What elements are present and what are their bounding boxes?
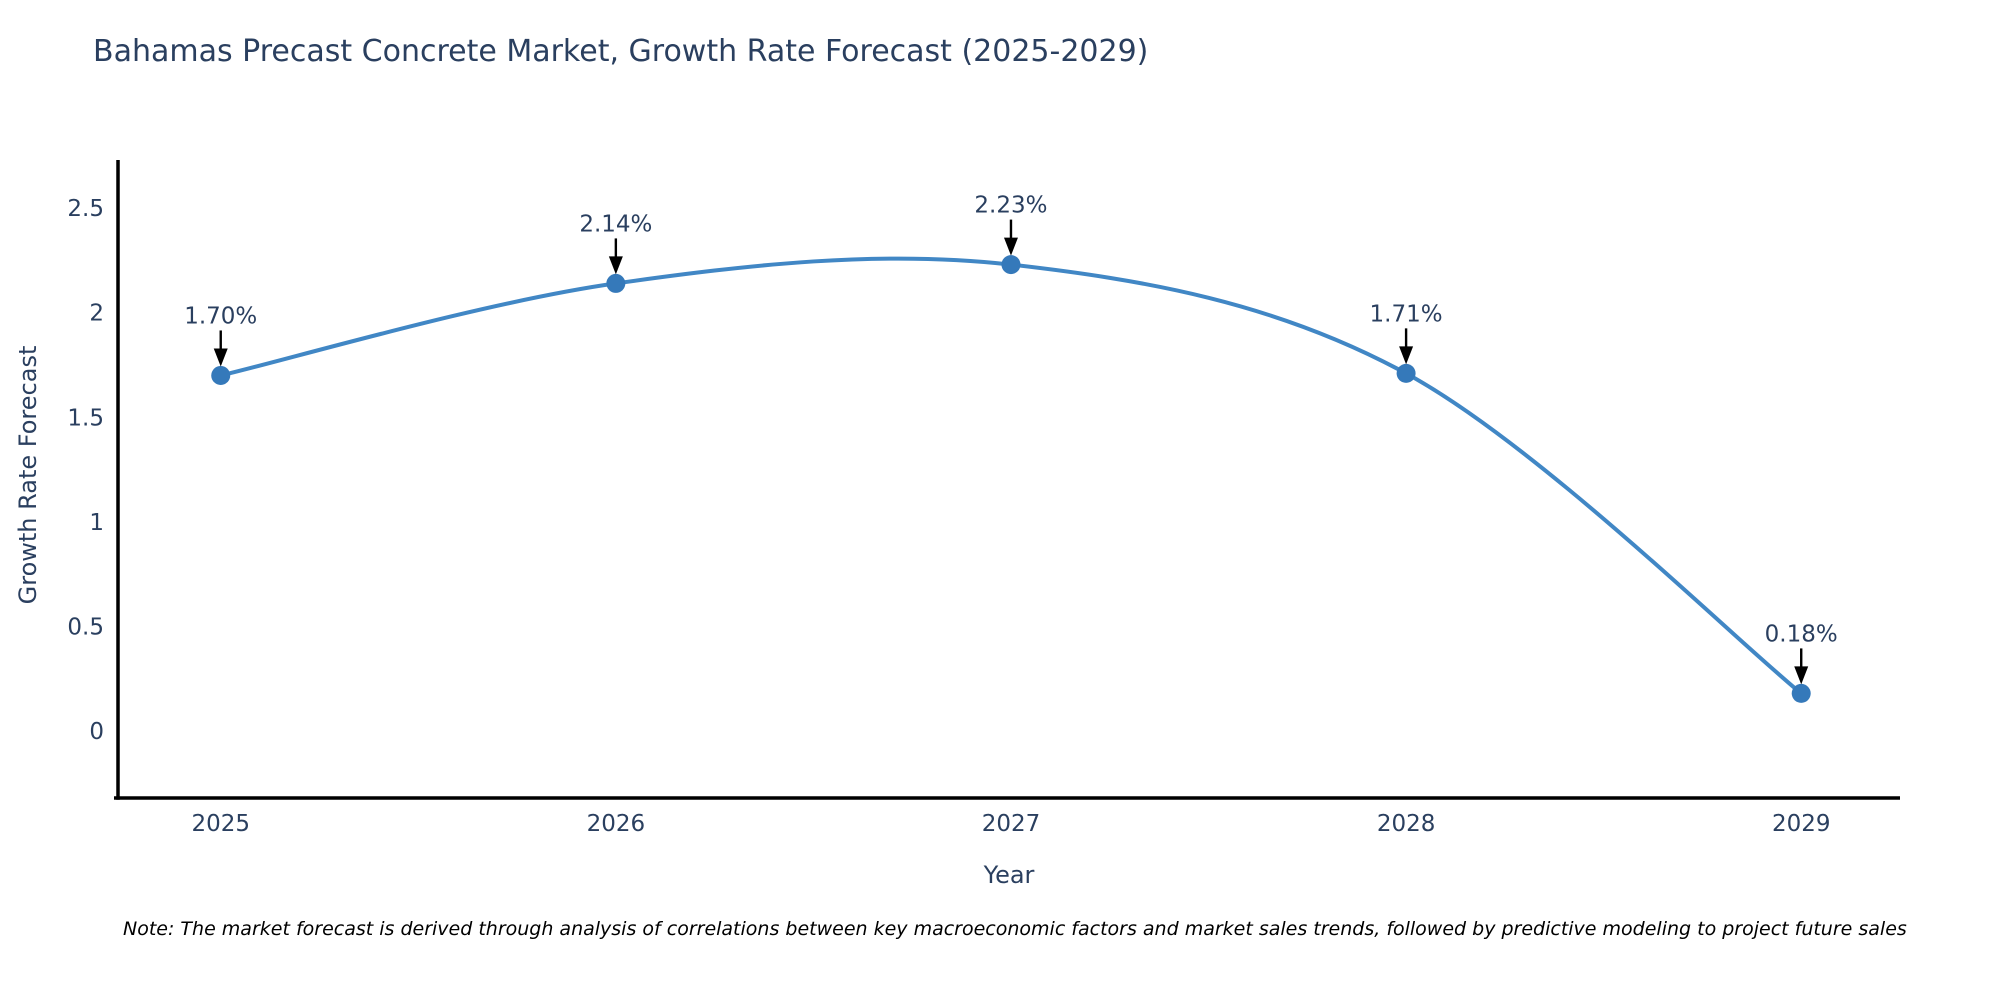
x-tick-label: 2029 [1772,811,1831,837]
chart-title: Bahamas Precast Concrete Market, Growth … [93,34,1149,69]
annotation-arrowhead [1794,666,1809,685]
x-tick-label: 2025 [191,811,250,837]
data-point-marker [211,365,231,385]
y-tick-label: 1.5 [67,405,104,431]
data-point-marker [1001,255,1021,275]
data-point-label: 2.23% [974,193,1047,219]
y-tick-label: 2.5 [67,196,104,222]
data-point-label: 0.18% [1765,621,1838,647]
y-tick-label: 1 [89,510,104,536]
x-tick-label: 2026 [587,811,646,837]
data-point-marker [606,273,626,293]
data-point-label: 1.70% [184,303,257,329]
y-tick-label: 0 [89,719,104,745]
data-point-label: 1.71% [1370,301,1443,327]
annotation-arrowhead [608,256,623,275]
footnote: Note: The market forecast is derived thr… [123,918,1907,940]
x-axis-title: Year [983,861,1035,889]
x-tick-label: 2028 [1377,811,1436,837]
x-tick-label: 2027 [982,811,1041,837]
data-point-marker [1791,683,1811,703]
y-tick-label: 2 [89,301,104,327]
y-tick-label: 0.5 [67,614,104,640]
data-point-marker [1396,363,1416,383]
data-point-label: 2.14% [579,211,652,237]
annotation-arrowhead [213,348,228,367]
annotation-arrowhead [1003,237,1018,256]
annotation-arrowhead [1399,346,1414,365]
trend-line [218,256,1804,696]
